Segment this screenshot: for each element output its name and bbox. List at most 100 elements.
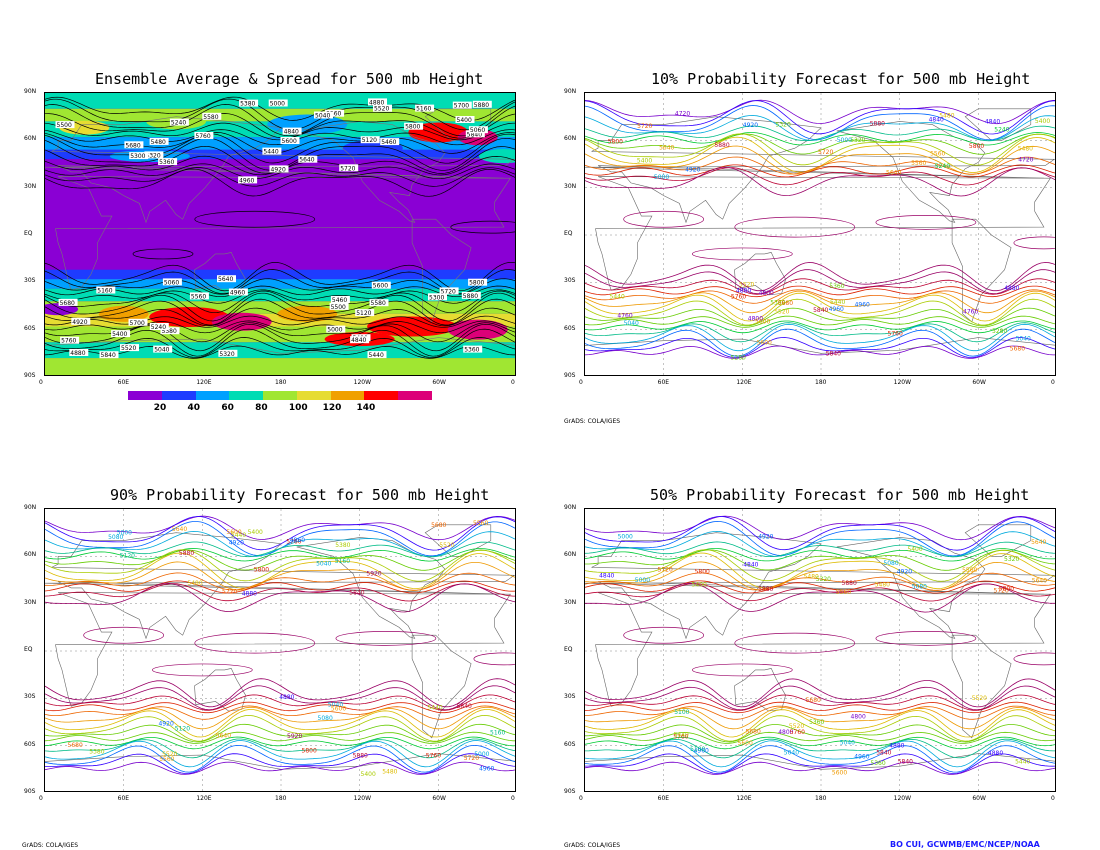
lat-tick-label: 60S — [564, 324, 576, 332]
contour-label: 5000 — [327, 327, 342, 334]
lon-tick-label: 60W — [972, 379, 986, 386]
contour-label: 5080 — [912, 583, 927, 590]
contour-line — [45, 549, 515, 571]
contour-line — [585, 549, 1055, 571]
contour-line — [585, 269, 1055, 295]
grads-credit-bottom-left: GrADS: COLA/IGES — [22, 842, 79, 849]
colorbar-tick-label: 140 — [356, 403, 376, 413]
contour-label: 5320 — [219, 351, 234, 358]
contour-label-box — [149, 137, 169, 145]
contour-label: 5760 — [426, 752, 441, 759]
contour-label: 5440 — [1015, 759, 1030, 766]
contour-label: 5000 — [654, 174, 669, 181]
contour-line — [45, 96, 515, 121]
lat-tick-label: 90N — [564, 504, 577, 511]
lon-tick-label: 0 — [579, 379, 583, 386]
contour-label-box — [202, 112, 222, 120]
contour-label: 5800 — [999, 585, 1014, 592]
lon-tick-label: 180 — [275, 379, 287, 386]
contour-label-box — [269, 165, 289, 173]
colorbar-swatch — [195, 391, 230, 400]
lat-tick-label: 30N — [24, 598, 37, 606]
colorbar-tick-label: 100 — [288, 403, 308, 413]
contour-label: 5300 — [429, 294, 444, 301]
contour-line — [45, 163, 515, 180]
lon-tick-label: 120E — [736, 379, 752, 386]
lon-tick-label: 120W — [893, 795, 912, 802]
contour-label-box — [280, 137, 300, 144]
contour-line — [585, 100, 1055, 135]
contour-label: 5400 — [637, 157, 652, 164]
lon-tick-label: 120E — [196, 379, 212, 386]
contour-loop — [691, 247, 793, 261]
contour-label: 5760 — [195, 133, 210, 140]
contour-label: 5880 — [353, 752, 368, 759]
contour-label: 5580 — [203, 114, 218, 121]
contour-label: 5560 — [191, 293, 206, 300]
contour-label-box — [339, 164, 359, 172]
contour-line — [585, 125, 1055, 142]
contour-label-box — [329, 302, 349, 310]
colorbar-swatch — [330, 391, 365, 400]
contour-label: 4760 — [617, 312, 632, 319]
contour-line — [45, 269, 515, 294]
contour-line — [45, 583, 515, 602]
contour-label: 4960 — [479, 766, 494, 773]
contour-label: 5240 — [171, 120, 186, 127]
contour-line — [585, 285, 1055, 298]
colorbar-tick-label: 80 — [255, 403, 268, 413]
contour-label-box — [129, 152, 149, 160]
coastline — [45, 337, 515, 354]
coastline — [424, 524, 492, 557]
contour-loop — [194, 210, 316, 228]
contour-label: 5480 — [939, 113, 954, 120]
contour-label: 5040 — [315, 113, 330, 120]
contour-label: 5680 — [1010, 345, 1025, 352]
colorbar-swatch — [229, 391, 264, 400]
lat-tick-label: 90S — [564, 372, 576, 379]
contour-label: 5680 — [60, 300, 75, 307]
contour-loop — [335, 631, 437, 646]
panel-title-p10: 10% Probability Forecast for 500 mb Heig… — [651, 70, 1031, 88]
contour-label: 5160 — [97, 288, 112, 295]
contour-label: 5640 — [218, 276, 233, 283]
contour-line — [585, 731, 1055, 744]
contour-label: 5160 — [490, 730, 505, 737]
contour-label-box — [439, 287, 459, 295]
contour-line — [45, 104, 515, 137]
lon-tick-label: 60E — [117, 379, 130, 386]
panel-title-ensemble: Ensemble Average & Spread for 500 mb Hei… — [95, 70, 484, 88]
contour-line — [585, 705, 1055, 720]
tropical-contours — [623, 210, 1055, 261]
contour-label: 4760 — [963, 309, 978, 316]
lat-tick-label: 90S — [24, 372, 36, 379]
contour-label: 5720 — [441, 288, 456, 295]
contour-line — [45, 328, 515, 357]
contour-loop — [450, 220, 515, 234]
contour-label: 5760 — [286, 539, 301, 546]
colorbar-swatch — [364, 391, 399, 400]
contour-label-box — [194, 132, 214, 139]
ensemble-map-canvas: 5320 5320 5380 5380 5440 5440 5500 5500 5520 5520… — [45, 93, 515, 375]
spread-colorbar — [128, 391, 433, 400]
height-contours — [585, 515, 1055, 775]
contour-line — [585, 685, 1055, 711]
contour-label: 5640 — [886, 169, 901, 176]
contour-line — [45, 694, 515, 711]
lon-tick-label: 0 — [1051, 379, 1055, 386]
contour-label-box — [217, 275, 236, 283]
coastline — [585, 337, 1055, 354]
lon-tick-label: 120E — [196, 795, 212, 802]
contour-label: 5560 — [473, 520, 488, 527]
contour-label-box — [96, 286, 116, 294]
contour-line — [585, 289, 1055, 304]
contour-label: 4880 — [988, 750, 1003, 757]
contour-loop — [875, 631, 977, 646]
contour-line — [45, 345, 515, 359]
contour-label-box — [282, 127, 302, 135]
contour-label: 5720 — [222, 589, 237, 596]
contour-label: 5640 — [216, 732, 231, 739]
contour-label-box — [153, 345, 173, 353]
contour-label: 5880 — [842, 580, 857, 587]
contour-label: 5280 — [992, 328, 1007, 335]
